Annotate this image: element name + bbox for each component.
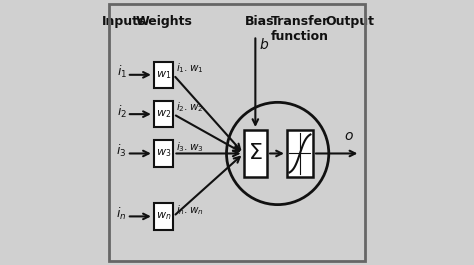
Text: $w_2$: $w_2$ (156, 108, 171, 120)
FancyBboxPatch shape (154, 203, 173, 229)
Text: o: o (344, 129, 353, 143)
Text: Output: Output (325, 15, 374, 28)
Text: $i_2$: $i_2$ (117, 103, 127, 120)
FancyBboxPatch shape (244, 130, 267, 177)
Text: function: function (271, 30, 329, 43)
Text: $i_3.w_3$: $i_3.w_3$ (176, 140, 204, 154)
FancyBboxPatch shape (154, 62, 173, 88)
Text: Weights: Weights (135, 15, 192, 28)
Text: $\Sigma$: $\Sigma$ (248, 143, 263, 164)
FancyBboxPatch shape (154, 140, 173, 167)
Text: Bias: Bias (245, 15, 274, 28)
Text: $i_1.w_1$: $i_1.w_1$ (176, 61, 204, 75)
Text: $i_n$: $i_n$ (117, 206, 127, 222)
Text: $w_1$: $w_1$ (156, 69, 171, 81)
Text: $i_2.w_2$: $i_2.w_2$ (176, 101, 203, 114)
Text: Transfer: Transfer (271, 15, 329, 28)
FancyBboxPatch shape (287, 130, 313, 177)
Text: $w_n$: $w_n$ (156, 210, 171, 222)
Text: b: b (259, 38, 268, 52)
Text: Inputs: Inputs (102, 15, 146, 28)
FancyBboxPatch shape (154, 101, 173, 127)
Text: $i_n.w_n$: $i_n.w_n$ (176, 203, 204, 217)
Text: $i_1$: $i_1$ (117, 64, 127, 80)
Text: $w_3$: $w_3$ (156, 148, 171, 159)
Text: $i_3$: $i_3$ (117, 143, 127, 159)
